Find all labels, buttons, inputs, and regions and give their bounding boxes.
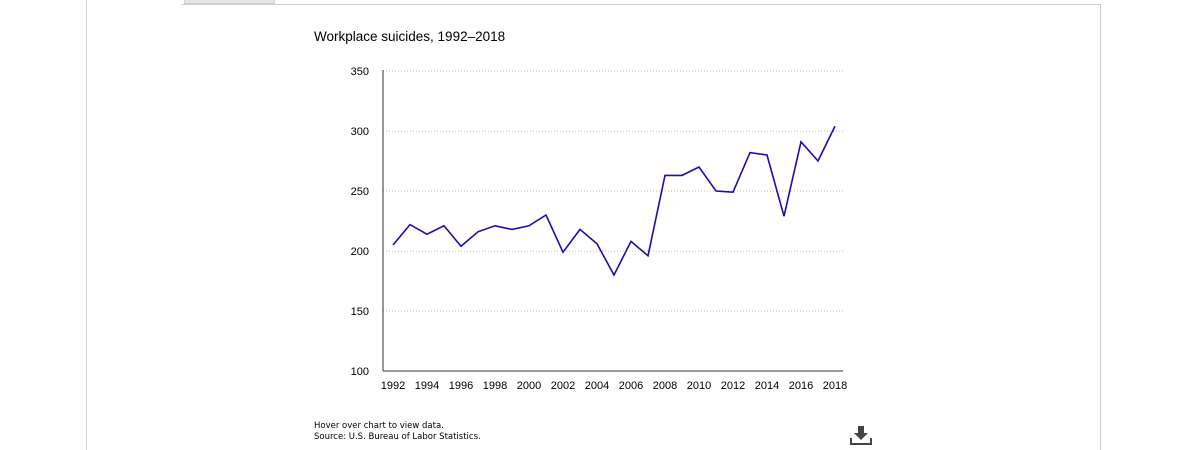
chart-title: Workplace suicides, 1992–2018 bbox=[314, 29, 506, 44]
y-tick-label: 100 bbox=[351, 366, 369, 378]
x-tick-label: 2010 bbox=[687, 380, 711, 392]
data-point[interactable] bbox=[526, 223, 532, 229]
data-point[interactable] bbox=[696, 164, 702, 170]
data-point[interactable] bbox=[662, 172, 668, 178]
hover-note: Hover over chart to view data. bbox=[314, 421, 444, 431]
x-tick-label: 2016 bbox=[789, 380, 813, 392]
data-point[interactable] bbox=[713, 188, 719, 194]
page-divider bbox=[86, 0, 87, 450]
data-point[interactable] bbox=[645, 253, 651, 259]
data-point[interactable] bbox=[577, 226, 583, 232]
series-line[interactable] bbox=[392, 125, 836, 277]
x-tick-label: 2012 bbox=[721, 380, 745, 392]
data-point[interactable] bbox=[509, 226, 515, 232]
x-tick-labels: 1992 1994 1996 1998 2000 2002 2004 2006 2008 2010… bbox=[381, 380, 847, 392]
data-point[interactable] bbox=[441, 223, 447, 229]
data-point[interactable] bbox=[390, 242, 396, 248]
data-point[interactable] bbox=[764, 152, 770, 158]
x-tick-label: 2008 bbox=[653, 380, 677, 392]
data-point[interactable] bbox=[594, 241, 600, 247]
x-tick-label: 2018 bbox=[823, 380, 847, 392]
data-point[interactable] bbox=[492, 223, 498, 229]
y-tick-labels: 100 150 200 250 300 350 bbox=[351, 66, 369, 378]
x-tick-label: 2002 bbox=[551, 380, 575, 392]
data-point[interactable] bbox=[781, 213, 787, 219]
y-tick-label: 200 bbox=[351, 246, 369, 258]
data-point[interactable] bbox=[798, 139, 804, 145]
data-point[interactable] bbox=[560, 249, 566, 255]
data-point[interactable] bbox=[611, 272, 617, 278]
data-point[interactable] bbox=[543, 212, 549, 218]
data-point[interactable] bbox=[679, 172, 685, 178]
y-tick-label: 150 bbox=[351, 306, 369, 318]
data-point[interactable] bbox=[815, 158, 821, 164]
x-tick-label: 2006 bbox=[619, 380, 643, 392]
download-icon[interactable] bbox=[849, 424, 873, 446]
tab-stub[interactable] bbox=[184, 0, 275, 4]
y-tick-label: 350 bbox=[351, 66, 369, 78]
chart-panel bbox=[182, 4, 1101, 450]
data-point[interactable] bbox=[628, 238, 634, 244]
data-point[interactable] bbox=[407, 222, 413, 228]
x-tick-label: 1994 bbox=[415, 380, 439, 392]
x-tick-label: 2004 bbox=[585, 380, 609, 392]
y-tick-label: 300 bbox=[351, 126, 369, 138]
series-layer bbox=[390, 123, 838, 278]
data-point[interactable] bbox=[458, 243, 464, 249]
x-tick-label: 2000 bbox=[517, 380, 541, 392]
x-tick-label: 2014 bbox=[755, 380, 779, 392]
source-note: Source: U.S. Bureau of Labor Statistics. bbox=[314, 432, 481, 442]
y-tick-label: 250 bbox=[351, 186, 369, 198]
data-point[interactable] bbox=[475, 229, 481, 235]
axes bbox=[382, 70, 843, 372]
x-tick-label: 1992 bbox=[381, 380, 405, 392]
x-tick-label: 1998 bbox=[483, 380, 507, 392]
x-tick-label: 1996 bbox=[449, 380, 473, 392]
data-point[interactable] bbox=[424, 231, 430, 237]
data-point[interactable] bbox=[730, 189, 736, 195]
data-point[interactable] bbox=[832, 123, 838, 129]
data-point[interactable] bbox=[747, 150, 753, 156]
